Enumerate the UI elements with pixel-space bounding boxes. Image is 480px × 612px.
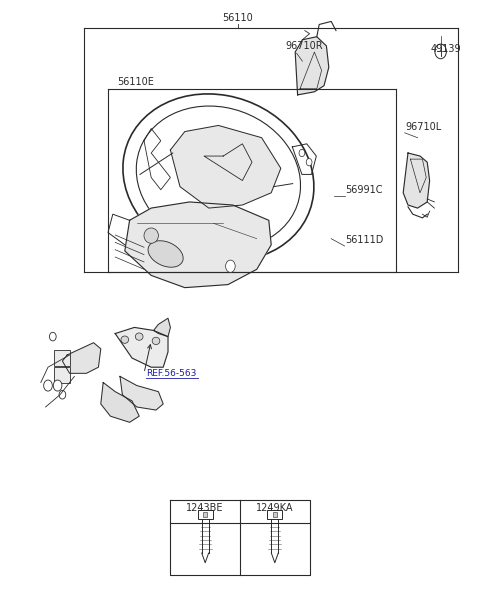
Ellipse shape: [148, 241, 183, 267]
Text: 49139: 49139: [430, 44, 461, 54]
Polygon shape: [120, 376, 163, 410]
Ellipse shape: [136, 106, 300, 249]
Bar: [54, 367, 70, 383]
Ellipse shape: [144, 228, 158, 244]
Circle shape: [53, 380, 62, 391]
Polygon shape: [62, 343, 101, 373]
Text: 56991C: 56991C: [346, 185, 383, 195]
Text: 56110: 56110: [222, 13, 253, 23]
Circle shape: [226, 260, 235, 272]
Text: 1249KA: 1249KA: [256, 503, 294, 513]
Text: 1243BE: 1243BE: [186, 503, 224, 513]
Circle shape: [44, 380, 52, 391]
Ellipse shape: [152, 337, 160, 345]
Bar: [198, 510, 213, 518]
Circle shape: [49, 332, 56, 341]
Text: 56110E: 56110E: [118, 77, 155, 87]
Polygon shape: [115, 327, 168, 367]
Bar: [273, 512, 276, 517]
Text: REF.56-563: REF.56-563: [146, 369, 197, 378]
Circle shape: [59, 390, 66, 399]
Polygon shape: [125, 202, 271, 288]
Bar: [204, 512, 207, 517]
Ellipse shape: [135, 333, 143, 340]
Bar: [267, 510, 282, 518]
Text: 56111D: 56111D: [346, 235, 384, 245]
Circle shape: [299, 149, 305, 157]
Text: 96710R: 96710R: [286, 42, 323, 51]
Circle shape: [435, 44, 446, 59]
Polygon shape: [403, 153, 430, 208]
Polygon shape: [295, 37, 329, 95]
Text: 96710L: 96710L: [406, 122, 442, 132]
Bar: [54, 350, 70, 366]
Polygon shape: [101, 382, 139, 422]
Ellipse shape: [121, 336, 129, 343]
Circle shape: [306, 159, 312, 166]
Polygon shape: [154, 318, 170, 337]
Polygon shape: [170, 125, 281, 208]
